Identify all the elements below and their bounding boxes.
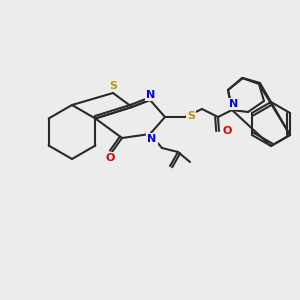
Text: O: O xyxy=(222,126,232,136)
Text: N: N xyxy=(230,99,238,109)
Text: S: S xyxy=(109,81,117,91)
Text: N: N xyxy=(147,134,157,144)
Text: N: N xyxy=(146,90,156,100)
Text: S: S xyxy=(187,111,195,121)
Text: O: O xyxy=(105,153,115,163)
